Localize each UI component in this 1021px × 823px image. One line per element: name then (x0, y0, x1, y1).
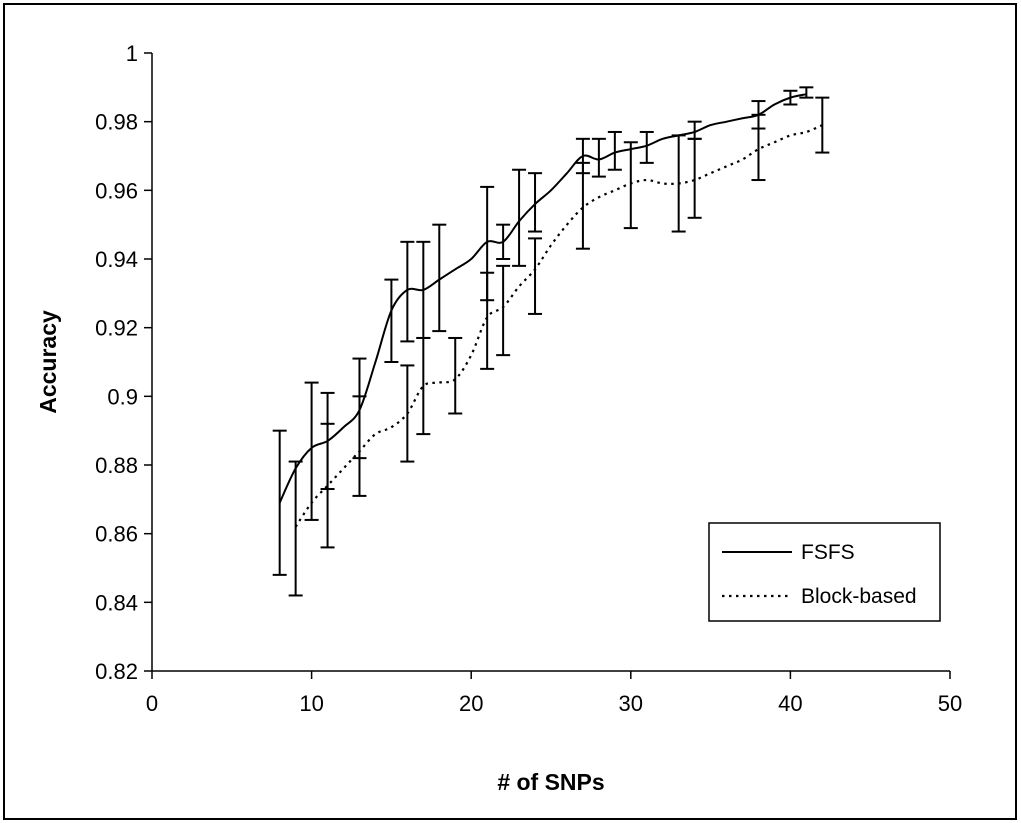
y-tick-label: 0.84 (95, 590, 138, 615)
error-bar-fsfs (783, 89, 798, 106)
x-tick-label: 10 (299, 691, 323, 716)
y-tick-label: 0.82 (95, 659, 138, 684)
error-bar-fsfs (272, 429, 287, 576)
error-bar-block-based (352, 395, 367, 497)
error-bar-block-based (751, 113, 766, 182)
x-tick-label: 0 (146, 691, 158, 716)
error-bar-fsfs (528, 172, 543, 233)
x-axis: 0 10 20 30 40 50 (146, 670, 962, 716)
y-tick-label: 0.86 (95, 522, 138, 547)
error-bar-block-based (400, 364, 415, 463)
x-tick-label: 30 (619, 691, 643, 716)
y-tick-label: 0.96 (95, 178, 138, 203)
error-bar-block-based (671, 134, 686, 233)
error-bar-fsfs (304, 381, 319, 521)
legend-label-fsfs: FSFS (801, 541, 855, 564)
error-bar-block-based (623, 141, 638, 230)
error-bar-fsfs (512, 168, 527, 267)
error-bar-block-based (448, 336, 463, 415)
y-tick-label: 0.92 (95, 316, 138, 341)
error-bar-block-based (815, 96, 830, 154)
error-bar-fsfs (384, 278, 399, 363)
error-bar-block-based (480, 271, 495, 370)
y-tick-label: 0.98 (95, 110, 138, 135)
y-ticks: 0.82 0.84 0.86 0.88 0.9 0.92 0.94 0.96 0.98 1 (95, 41, 152, 684)
series-block-based (288, 96, 830, 597)
error-bar-fsfs (400, 240, 415, 343)
error-bar-block-based (288, 460, 303, 597)
x-tick-label: 40 (778, 691, 802, 716)
error-bar-fsfs (799, 86, 814, 99)
x-ticks: 0 10 20 30 40 50 (146, 671, 962, 716)
error-bar-block-based (416, 336, 431, 436)
y-tick-label: 0.88 (95, 453, 138, 478)
legend: FSFS Block-based (708, 522, 941, 622)
error-bar-block-based (528, 237, 543, 315)
series-layer (272, 86, 830, 597)
y-axis-title: Accuracy (35, 310, 61, 414)
series-line-fsfs (278, 93, 807, 504)
x-tick-label: 50 (938, 691, 962, 716)
x-axis-title: # of SNPs (497, 769, 604, 795)
legend-box (708, 522, 941, 622)
y-tick-label: 0.9 (107, 384, 138, 409)
chart-frame (3, 3, 1017, 820)
error-bar-block-based (687, 137, 702, 219)
y-axis: 0.82 0.84 0.86 0.88 0.9 0.92 0.94 0.96 0.98 1 (95, 41, 153, 684)
error-bar-block-based (575, 161, 590, 250)
error-bar-fsfs (496, 223, 511, 260)
error-bar-fsfs (432, 223, 447, 333)
error-bar-fsfs (607, 130, 622, 171)
error-bar-fsfs (639, 130, 654, 164)
y-tick-label: 1 (126, 41, 138, 66)
x-tick-label: 20 (459, 691, 483, 716)
error-bar-block-based (320, 422, 335, 549)
legend-label-block-based: Block-based (801, 585, 917, 608)
error-bar-fsfs (591, 137, 606, 178)
error-bar-block-based (496, 264, 511, 357)
series-line-block-based (294, 124, 823, 528)
y-tick-label: 0.94 (95, 247, 138, 272)
